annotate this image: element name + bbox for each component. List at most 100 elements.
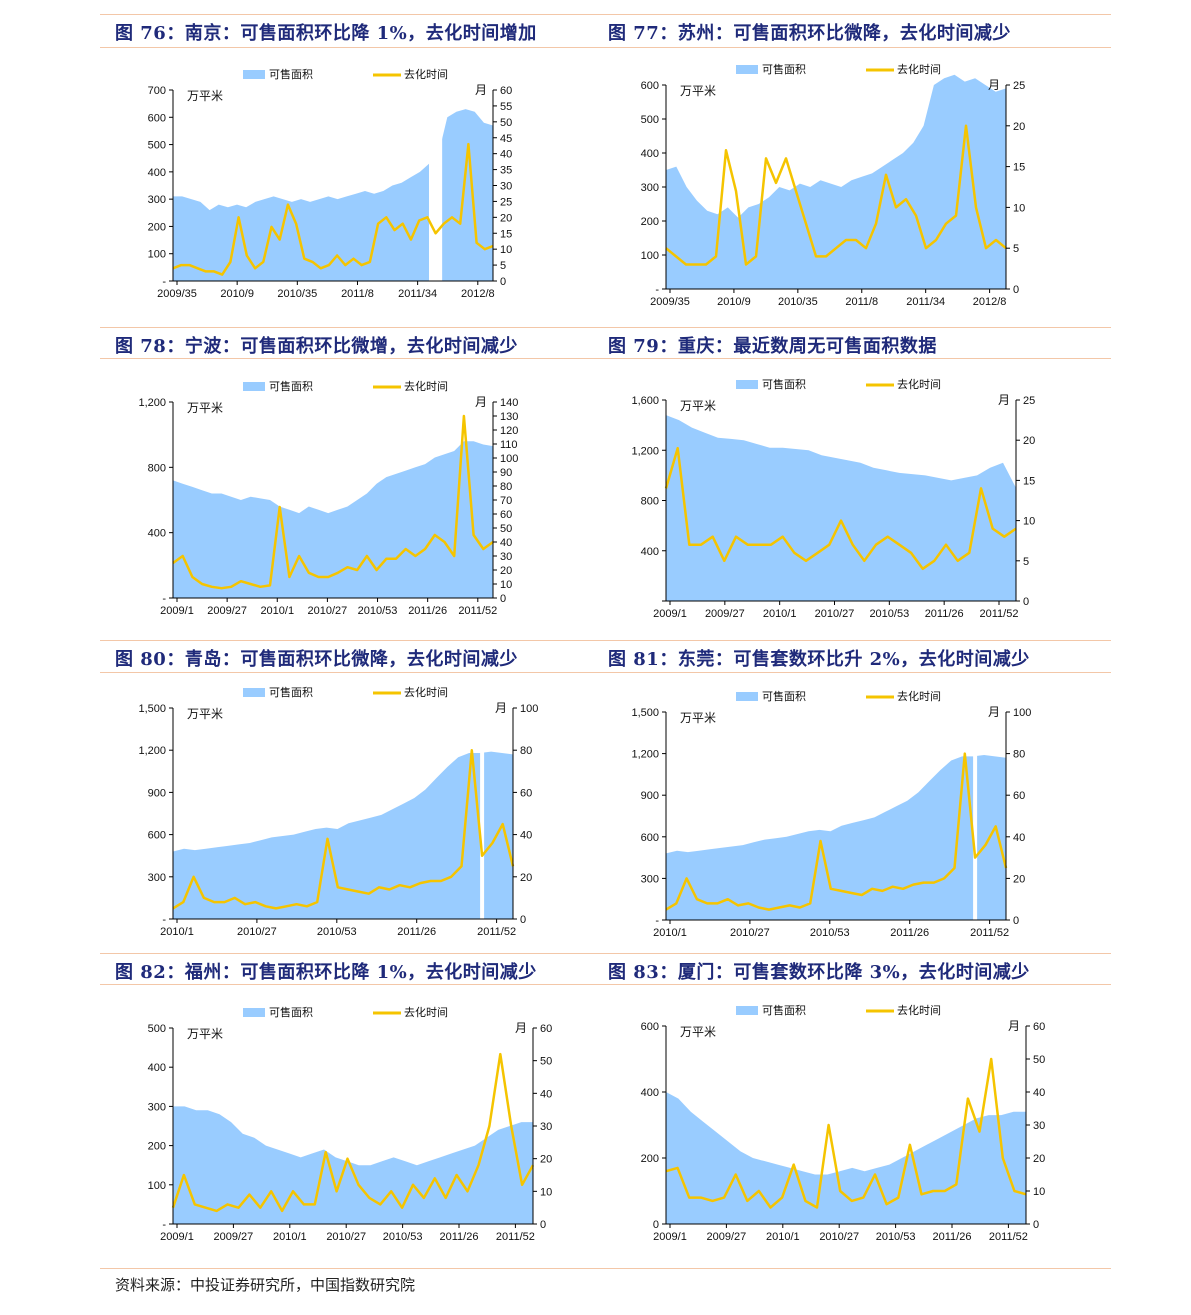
chart-panel-81: 可售面积 去化时间 - 300 600 900 1,200 1,500 0 20 40 60 80 100… xyxy=(608,682,1048,944)
left-tick-label: 300 xyxy=(148,194,166,206)
legend-area-label: 可售面积 xyxy=(762,1003,806,1017)
x-tick-label: 2010/1 xyxy=(766,1231,800,1243)
left-tick-label: 900 xyxy=(148,787,166,799)
x-tick-label: 2010/9 xyxy=(220,288,254,300)
area-gap xyxy=(973,712,978,920)
legend-area-swatch xyxy=(243,688,265,697)
left-tick-label: 200 xyxy=(641,1153,659,1165)
right-tick-label: 10 xyxy=(500,244,512,256)
right-tick-label: 60 xyxy=(1013,790,1025,802)
chart-panel-82: 可售面积 去化时间 - 100 200 300 400 500 0 10 20 30 40 50 60 200… xyxy=(115,998,575,1248)
right-tick-label: 80 xyxy=(520,745,532,757)
chart-80: 可售面积 去化时间 - 300 600 900 1,200 1,500 0 20 40 60 80 100… xyxy=(138,685,538,938)
x-tick-label: 2011/52 xyxy=(458,605,497,617)
x-tick-label: 2010/35 xyxy=(277,288,317,300)
right-tick-label: 80 xyxy=(1013,749,1025,761)
x-tick-label: 2010/1 xyxy=(160,926,194,938)
left-tick-label: 200 xyxy=(148,1141,166,1153)
left-tick-label: - xyxy=(655,915,659,927)
right-tick-label: 40 xyxy=(500,149,512,161)
x-tick-label: 2011/26 xyxy=(890,927,929,939)
left-tick-label: 1,200 xyxy=(631,749,659,761)
right-tick-label: 15 xyxy=(1013,162,1025,174)
right-tick-label: 25 xyxy=(1013,80,1025,92)
x-tick-label: 2011/26 xyxy=(925,608,964,620)
x-tick-label: 2011/26 xyxy=(933,1231,972,1243)
right-unit-label: 月 xyxy=(988,78,1000,92)
left-tick-label: 1,200 xyxy=(138,745,166,757)
right-tick-label: 15 xyxy=(1023,475,1035,487)
right-tick-label: 25 xyxy=(1023,395,1035,407)
chart-title: 图 76：南京：可售面积环比降 1%，去化时间增加 xyxy=(115,23,537,44)
x-tick-label: 2009/35 xyxy=(157,288,197,300)
left-tick-label: 400 xyxy=(148,1062,166,1074)
left-tick-label: 1,200 xyxy=(138,397,166,409)
legend-line-label: 去化时间 xyxy=(897,377,941,391)
left-tick-label: 500 xyxy=(148,140,166,152)
right-tick-label: 0 xyxy=(1023,596,1029,608)
x-tick-label: 2010/53 xyxy=(383,1231,423,1243)
left-tick-label: - xyxy=(162,276,166,288)
left-tick-label: 500 xyxy=(641,114,659,126)
chart-81: 可售面积 去化时间 - 300 600 900 1,200 1,500 0 20 40 60 80 100… xyxy=(631,689,1031,939)
rule-bottom xyxy=(100,1268,1111,1269)
left-unit-label: 万平米 xyxy=(680,84,716,98)
right-tick-label: 5 xyxy=(1013,243,1019,255)
x-tick-label: 2011/8 xyxy=(845,296,878,308)
right-tick-label: 10 xyxy=(1023,516,1035,528)
right-tick-label: 60 xyxy=(500,85,512,97)
chart-76: 可售面积 去化时间 - 100 200 300 400 500 600 700 0 5 10 15 20 25… xyxy=(148,67,513,300)
right-tick-label: 0 xyxy=(540,1219,546,1231)
right-tick-label: 25 xyxy=(500,196,512,208)
left-tick-label: 800 xyxy=(148,462,166,474)
area-gap xyxy=(480,708,485,919)
left-tick-label: - xyxy=(655,284,659,296)
right-tick-label: 35 xyxy=(500,165,512,177)
right-tick-label: 50 xyxy=(500,117,512,129)
x-tick-label: 2011/34 xyxy=(398,288,437,300)
chart-title: 图 81：东莞：可售套数环比升 2%，去化时间减少 xyxy=(608,649,1030,670)
x-tick-label: 2009/1 xyxy=(653,1231,687,1243)
right-tick-label: 50 xyxy=(540,1056,552,1068)
legend-line-label: 去化时间 xyxy=(404,379,448,393)
left-unit-label: 万平米 xyxy=(187,1027,223,1041)
x-tick-label: 2009/27 xyxy=(707,1231,747,1243)
right-tick-label: 10 xyxy=(1013,202,1025,214)
right-tick-label: 60 xyxy=(520,787,532,799)
chart-82: 可售面积 去化时间 - 100 200 300 400 500 0 10 20 30 40 50 60 200… xyxy=(148,1005,553,1243)
legend-area-label: 可售面积 xyxy=(762,689,806,703)
left-tick-label: 300 xyxy=(148,1101,166,1113)
left-tick-label: 1,500 xyxy=(138,703,166,715)
legend-area-swatch xyxy=(736,380,758,389)
legend-area-label: 可售面积 xyxy=(269,685,313,699)
legend-line-label: 去化时间 xyxy=(897,62,941,76)
x-tick-label: 2010/1 xyxy=(273,1231,307,1243)
x-tick-label: 2010/1 xyxy=(260,605,294,617)
legend-line-label: 去化时间 xyxy=(404,685,448,699)
legend-area-swatch xyxy=(243,70,265,79)
right-tick-label: 50 xyxy=(500,523,512,535)
area-gap xyxy=(429,90,443,281)
right-tick-label: 55 xyxy=(500,101,512,113)
chart-panel-76: 可售面积 去化时间 - 100 200 300 400 500 600 700 0 5 10 15 20 25… xyxy=(115,60,535,305)
left-tick-label: 400 xyxy=(641,546,659,558)
left-unit-label: 万平米 xyxy=(187,401,223,415)
chart-panel-80: 可售面积 去化时间 - 300 600 900 1,200 1,500 0 20 40 60 80 100… xyxy=(115,678,555,943)
right-tick-label: 45 xyxy=(500,133,512,145)
chart-79: 可售面积 去化时间 400 800 1,200 1,600 0 5 10 15 20 25 2009/1… xyxy=(631,377,1035,620)
left-tick-label: 600 xyxy=(641,1021,659,1033)
x-tick-label: 2011/52 xyxy=(477,926,516,938)
line-series xyxy=(665,124,1007,266)
left-tick-label: 600 xyxy=(148,830,166,842)
right-tick-label: 0 xyxy=(520,914,526,926)
chart-title: 图 77：苏州：可售面积环比微降，去化时间减少 xyxy=(608,23,1011,44)
x-tick-label: 2011/26 xyxy=(397,926,436,938)
right-tick-label: 20 xyxy=(1013,121,1025,133)
left-tick-label: 400 xyxy=(641,148,659,160)
right-tick-label: 100 xyxy=(500,453,518,465)
left-unit-label: 万平米 xyxy=(187,707,223,721)
left-unit-label: 万平米 xyxy=(680,711,716,725)
right-tick-label: 40 xyxy=(540,1088,552,1100)
left-tick-label: 100 xyxy=(148,1180,166,1192)
x-tick-label: 2009/27 xyxy=(214,1231,254,1243)
